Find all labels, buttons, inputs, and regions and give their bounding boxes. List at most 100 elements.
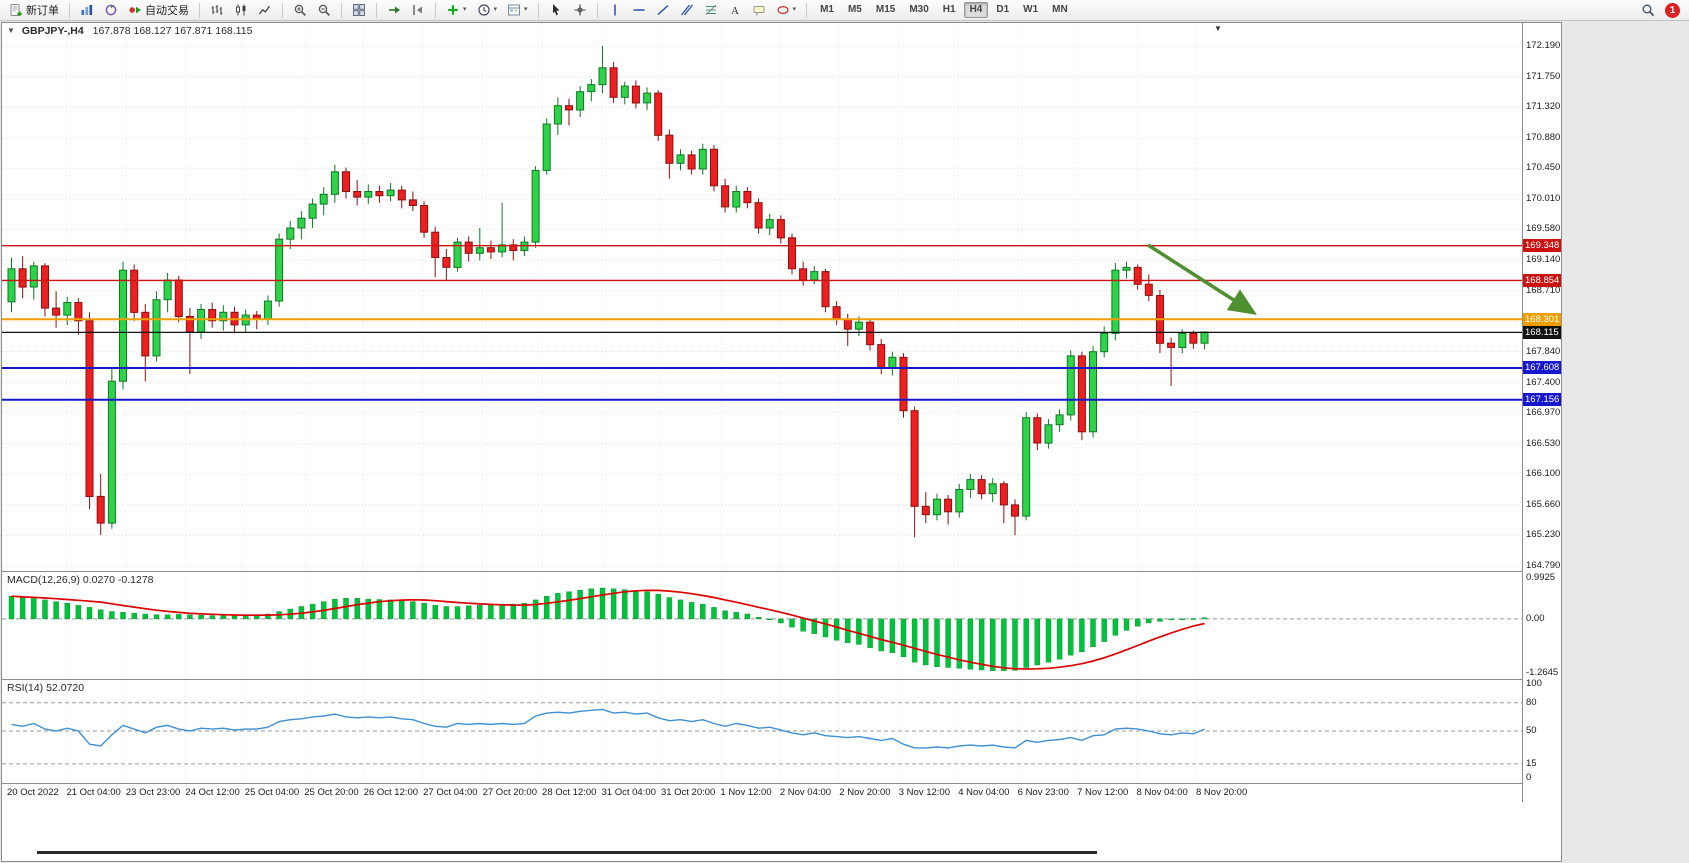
channel-icon	[680, 4, 693, 16]
profiles-icon	[105, 4, 117, 16]
timeframe-button-m1[interactable]: M1	[820, 4, 834, 15]
notification-badge[interactable]: 1	[1665, 2, 1680, 18]
dropdown-arrow-icon: ▾	[463, 6, 467, 13]
timeframe-button-m15[interactable]: M15	[875, 4, 896, 15]
templates-button[interactable]: ▾	[503, 1, 532, 19]
time-axis[interactable]: 20 Oct 2022 21 Oct 04:00 23 Oct 23:00 24 Oc…	[2, 783, 1522, 802]
price-line-tag[interactable]: 168.115	[1523, 325, 1561, 339]
search-button[interactable]	[1637, 1, 1659, 19]
trendline-icon	[657, 4, 669, 16]
macd-pane[interactable]: MACD(12,26,9) 0.0270 -0.1278	[2, 571, 1522, 679]
timeframe-button-d1[interactable]: D1	[996, 4, 1010, 15]
tile-windows-button[interactable]	[348, 1, 370, 19]
rsi-chart[interactable]	[2, 680, 1522, 783]
chart-shift-marker[interactable]: ▼	[1214, 24, 1222, 33]
macd-chart[interactable]	[2, 572, 1522, 679]
toolbar-separator	[596, 2, 598, 18]
text-label-icon	[753, 6, 765, 16]
new-order-icon	[10, 4, 22, 16]
time-axis-label: 2 Nov 20:00	[839, 787, 891, 798]
zoom-in-button[interactable]	[289, 1, 311, 19]
timeframe-button-mn[interactable]: MN	[1052, 4, 1068, 15]
crosshair-button[interactable]	[569, 1, 591, 19]
time-axis-label: 4 Nov 04:00	[958, 787, 1010, 798]
bar-chart-button[interactable]	[206, 1, 228, 19]
toolbar-separator	[199, 2, 200, 18]
horizontal-line-button[interactable]	[628, 1, 650, 19]
time-axis-label: 21 Oct 04:00	[66, 787, 121, 798]
time-axis-label: 8 Nov 20:00	[1196, 787, 1248, 798]
price-axis[interactable]: 172.190 171.750 171.320 170.880 170.450 170.0…	[1522, 23, 1562, 802]
search-icon	[1642, 4, 1655, 17]
toolbar-separator	[435, 2, 436, 18]
crosshair-icon	[574, 4, 586, 16]
text-a-icon: A	[731, 5, 739, 17]
channel-button[interactable]	[676, 1, 698, 19]
svg-text:A: A	[731, 5, 739, 17]
price-line-tag[interactable]: 167.156	[1523, 393, 1562, 407]
time-axis-label: 23 Oct 23:00	[125, 787, 181, 798]
time-axis-label: 7 Nov 12:00	[1077, 787, 1129, 798]
price-axis-tick: 169.140	[1526, 254, 1561, 266]
indicators-plus-icon	[448, 5, 458, 15]
time-axis-label: 27 Oct 04:00	[423, 787, 478, 798]
price-axis-tick: 171.750	[1526, 70, 1561, 82]
rsi-pane[interactable]: RSI(14) 52.0720	[2, 679, 1522, 783]
horizontal-scrollbar[interactable]	[37, 851, 1097, 854]
horizontal-line-icon	[633, 9, 645, 11]
time-axis-label: 26 Oct 12:00	[363, 787, 419, 798]
bar-chart-icon	[211, 5, 223, 15]
autotrade-button[interactable]: 自动交易	[124, 1, 193, 19]
timeframe-button-h1[interactable]: H1	[942, 4, 956, 15]
rsi-axis-tick: 50	[1526, 725, 1537, 736]
autotrade-icon	[129, 6, 141, 14]
profiles-button[interactable]	[100, 1, 122, 19]
dropdown-arrow-icon: ▾	[792, 6, 797, 13]
tile-windows-icon	[353, 4, 365, 16]
timeframe-button-m30[interactable]: M30	[909, 4, 929, 15]
cursor-button[interactable]	[545, 1, 567, 19]
timeframe-group: M1 M5 M15 M30 H1 H4 D1 W1 MN	[813, 2, 1075, 18]
new-order-button[interactable]: 新订单	[5, 1, 63, 19]
timeframe-button-m5[interactable]: M5	[847, 4, 862, 15]
periods-button[interactable]: ▾	[473, 1, 502, 19]
fibonacci-button[interactable]	[700, 1, 722, 19]
vertical-line-button[interactable]	[604, 1, 626, 19]
chart-symbol-period: GBPJPY-,H4	[21, 25, 84, 37]
dropdown-arrow-icon: ▾	[524, 6, 528, 13]
auto-scroll-button[interactable]	[383, 1, 405, 19]
text-label-button[interactable]	[748, 1, 770, 19]
price-line-tag[interactable]: 168.301	[1523, 312, 1562, 326]
trendline-button[interactable]	[652, 1, 674, 19]
price-axis-tick: 172.190	[1526, 40, 1561, 51]
chart-window: ▼ GBPJPY-,H4 167.878 168.127 167.871 168…	[1, 22, 1562, 862]
zoom-out-button[interactable]	[313, 1, 335, 19]
time-axis-label: 31 Oct 04:00	[601, 787, 656, 798]
candlestick-chart-button[interactable]	[230, 1, 252, 19]
price-axis-tick: 170.010	[1526, 193, 1561, 205]
text-button[interactable]: A	[724, 1, 746, 19]
timeframe-button-w1[interactable]: W1	[1023, 4, 1039, 15]
cursor-icon	[552, 4, 560, 16]
shapes-button[interactable]: ▾	[772, 1, 801, 19]
dropdown-arrow-icon: ▾	[493, 6, 498, 13]
time-axis-label: 31 Oct 20:00	[660, 787, 716, 798]
price-axis-tick: 166.100	[1526, 467, 1561, 479]
timeframe-button-h4[interactable]: H4	[963, 2, 989, 18]
price-line-tag[interactable]: 167.608	[1523, 361, 1562, 375]
time-axis-label: 3 Nov 12:00	[898, 787, 950, 798]
vertical-line-icon	[613, 4, 616, 16]
price-line-tag[interactable]: 169.348	[1523, 239, 1562, 253]
main-chart-pane[interactable]: ▼ GBPJPY-,H4 167.878 168.127 167.871 168…	[2, 23, 1522, 571]
line-chart-button[interactable]	[254, 1, 276, 19]
one-click-trading-toggle[interactable]: ▼	[7, 26, 15, 35]
price-axis-tick: 170.450	[1526, 162, 1561, 174]
candlestick-chart[interactable]	[2, 23, 1522, 571]
new-chart-button[interactable]	[76, 1, 98, 19]
macd-axis-zero: 0.00	[1526, 612, 1545, 624]
chart-shift-button[interactable]	[407, 1, 429, 19]
price-line-tag[interactable]: 168.854	[1523, 273, 1562, 287]
zoom-out-icon	[318, 4, 331, 17]
indicators-button[interactable]: ▾	[442, 1, 471, 19]
time-axis-label: 24 Oct 12:00	[185, 787, 240, 798]
